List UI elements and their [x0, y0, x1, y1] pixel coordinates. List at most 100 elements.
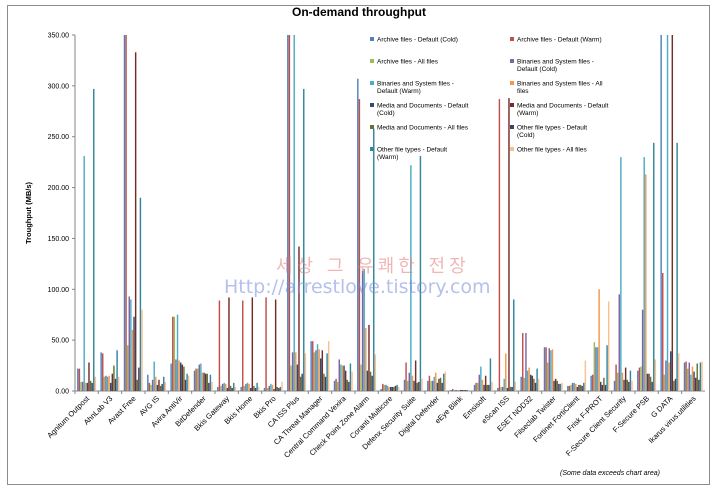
bar [304, 353, 307, 391]
bar [506, 387, 509, 391]
bar [548, 348, 550, 391]
bar [575, 383, 577, 391]
bar [649, 376, 652, 391]
bar [486, 384, 488, 391]
bar [83, 156, 85, 391]
bar [523, 377, 526, 391]
bar [598, 289, 600, 391]
bar [590, 375, 592, 391]
legend-label: Binaries and System files - All files [517, 81, 603, 96]
bar [491, 381, 493, 391]
bar [85, 382, 87, 391]
bar [473, 384, 476, 391]
bar [414, 360, 417, 391]
bar [134, 52, 137, 391]
bar [233, 382, 235, 391]
bar [344, 370, 347, 391]
bar [631, 380, 633, 391]
bar [163, 376, 165, 391]
bar [638, 367, 641, 391]
bar [193, 370, 196, 391]
bar [363, 268, 365, 391]
bar [394, 385, 397, 391]
bar [89, 380, 92, 391]
bar [382, 383, 384, 391]
bar [637, 370, 639, 391]
bar [458, 389, 460, 391]
chart-title: On-demand throughput [292, 5, 426, 19]
bar [663, 374, 666, 391]
bar [296, 364, 299, 391]
legend-swatch [370, 147, 374, 151]
bar [488, 384, 490, 391]
bar [253, 385, 255, 391]
bar [172, 316, 174, 391]
bar [481, 379, 484, 391]
bar [411, 375, 414, 391]
bar [348, 381, 350, 391]
bar [295, 352, 297, 391]
bar [693, 371, 695, 391]
bar [338, 359, 340, 391]
bar [576, 386, 579, 391]
bar [358, 99, 361, 391]
bar [620, 157, 622, 391]
bar [653, 142, 655, 391]
bar [410, 165, 412, 391]
bar [170, 363, 172, 391]
bar [616, 372, 619, 391]
bar [251, 297, 254, 391]
bar [243, 385, 246, 391]
bar [133, 316, 135, 391]
bar [195, 368, 197, 391]
bar [153, 361, 155, 391]
bar [683, 362, 686, 391]
bar [533, 378, 535, 391]
legend-label: Archive files - All files [377, 59, 439, 66]
legend-swatch [510, 81, 514, 85]
bar [568, 385, 571, 391]
bar [421, 378, 423, 391]
bar [406, 380, 409, 391]
bar [607, 301, 610, 391]
bar [645, 174, 647, 391]
bar [498, 99, 501, 391]
bar [313, 352, 316, 391]
legend-label: Archive files - Default (Cold) [377, 37, 458, 44]
bar [323, 373, 325, 391]
bar [452, 388, 454, 391]
bar [225, 383, 227, 391]
bar [156, 384, 159, 391]
legend-label: Media and Documents - All files [377, 125, 469, 132]
bar [265, 297, 267, 391]
bar [351, 371, 353, 391]
bar [413, 380, 415, 391]
bar [571, 382, 574, 391]
bar [674, 378, 677, 391]
bar [600, 381, 602, 391]
bar [361, 270, 364, 391]
bar [525, 333, 527, 391]
bar [100, 352, 102, 391]
bar [208, 382, 210, 391]
bar [228, 297, 230, 391]
legend-label: Media and Documents - Default (Warm) [517, 103, 609, 118]
bar [497, 387, 499, 391]
bar [584, 360, 587, 391]
bar [173, 316, 176, 391]
bar [287, 35, 289, 391]
bar [187, 375, 190, 391]
bar [467, 389, 470, 391]
bar [88, 362, 90, 391]
bar [288, 35, 291, 391]
bar [91, 382, 93, 391]
y-tick-label: 150.00 [48, 236, 70, 243]
bar [456, 389, 459, 391]
bar [483, 384, 485, 391]
bar [200, 363, 202, 391]
bar [155, 376, 157, 391]
bar [316, 344, 319, 391]
chart-annotation: (Some data exceeds chart area) [560, 470, 660, 477]
legend-swatch [510, 125, 514, 129]
bar [478, 374, 480, 391]
